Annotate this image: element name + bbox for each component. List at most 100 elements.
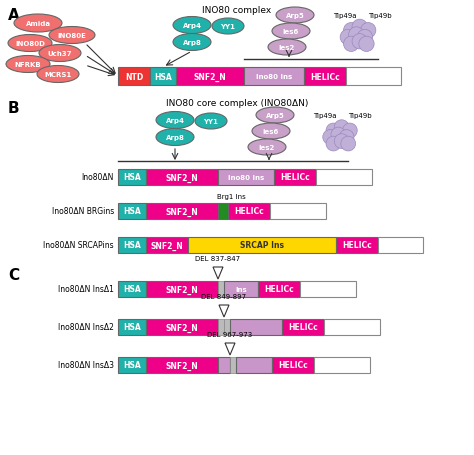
Ellipse shape (272, 24, 310, 40)
Text: YY1: YY1 (203, 119, 219, 125)
Bar (230, 319, 282, 335)
Bar (224, 281, 258, 298)
Ellipse shape (6, 56, 50, 73)
Bar (244, 68, 304, 86)
Circle shape (361, 24, 376, 39)
Polygon shape (219, 305, 229, 317)
Bar (188, 238, 336, 253)
Text: Arp8: Arp8 (182, 40, 201, 46)
Ellipse shape (14, 15, 62, 33)
Text: Ies6: Ies6 (263, 129, 279, 135)
Text: Ino80ΔN BRGins: Ino80ΔN BRGins (52, 207, 114, 216)
Bar (230, 357, 236, 373)
Text: HSA: HSA (123, 361, 141, 369)
Bar (272, 357, 314, 373)
Text: HELICc: HELICc (234, 207, 264, 216)
Text: NFRKB: NFRKB (15, 62, 41, 68)
Bar (218, 281, 224, 298)
Text: HSA: HSA (154, 72, 172, 81)
Text: Ies2: Ies2 (259, 145, 275, 151)
Ellipse shape (276, 8, 314, 24)
Circle shape (342, 124, 357, 138)
Text: Ino80 Ins: Ino80 Ins (256, 74, 292, 80)
Bar (146, 319, 218, 335)
Bar (316, 170, 372, 186)
Text: Tip49b: Tip49b (348, 113, 372, 119)
Bar (282, 319, 324, 335)
Text: Arp4: Arp4 (165, 118, 184, 124)
Bar (274, 170, 316, 186)
Bar (118, 203, 146, 219)
Bar (118, 357, 146, 373)
Bar (146, 357, 218, 373)
Text: Ino80 Ins: Ino80 Ins (228, 175, 264, 181)
Circle shape (352, 20, 367, 35)
Circle shape (340, 30, 356, 46)
Text: Uch37: Uch37 (48, 51, 72, 57)
Text: SNF2_N: SNF2_N (165, 361, 199, 370)
Text: C: C (8, 268, 19, 283)
Text: SNF2_N: SNF2_N (193, 72, 227, 81)
Circle shape (339, 130, 354, 145)
Text: DEL 967-973: DEL 967-973 (207, 331, 253, 337)
Text: INO80 complex: INO80 complex (202, 6, 272, 15)
Ellipse shape (156, 129, 194, 146)
Text: INO80E: INO80E (57, 33, 86, 39)
Text: Ino80ΔN SRCAPins: Ino80ΔN SRCAPins (44, 241, 114, 250)
Text: SNF2_N: SNF2_N (165, 207, 199, 216)
Text: SNF2_N: SNF2_N (165, 173, 199, 182)
Ellipse shape (195, 114, 227, 130)
Bar (146, 238, 188, 253)
Circle shape (344, 37, 359, 52)
Text: Ino80ΔN InsΔ1: Ino80ΔN InsΔ1 (58, 285, 114, 294)
Text: Ino80ΔN InsΔ3: Ino80ΔN InsΔ3 (58, 361, 114, 369)
Text: Brg1 Ins: Brg1 Ins (217, 193, 246, 200)
Text: Tip49b: Tip49b (368, 13, 392, 19)
Text: HELICc: HELICc (280, 173, 310, 182)
Bar (218, 357, 230, 373)
Bar (314, 357, 370, 373)
Bar (236, 357, 272, 373)
Text: SNF2_N: SNF2_N (151, 241, 183, 250)
Ellipse shape (39, 46, 81, 62)
Text: Amida: Amida (26, 21, 51, 27)
Text: HELICc: HELICc (310, 72, 340, 81)
Bar (258, 281, 300, 298)
Polygon shape (213, 268, 223, 279)
Circle shape (349, 28, 364, 43)
Circle shape (359, 37, 374, 52)
Bar (118, 68, 150, 86)
Text: SNF2_N: SNF2_N (165, 285, 199, 294)
Bar (300, 281, 356, 298)
Bar (218, 170, 274, 186)
Ellipse shape (252, 124, 290, 140)
Bar (118, 319, 146, 335)
Circle shape (357, 30, 373, 46)
Bar (378, 238, 423, 253)
Bar (270, 203, 326, 219)
Ellipse shape (173, 17, 211, 35)
Text: Arp5: Arp5 (286, 13, 304, 19)
Text: DEL 837-847: DEL 837-847 (195, 255, 241, 262)
Bar (146, 203, 218, 219)
Circle shape (334, 121, 349, 135)
Text: Ies2: Ies2 (279, 45, 295, 51)
Text: INO80 core complex (INO80ΔN): INO80 core complex (INO80ΔN) (166, 99, 308, 108)
Text: SNF2_N: SNF2_N (165, 323, 199, 332)
Circle shape (334, 134, 349, 149)
Text: B: B (8, 101, 19, 116)
Text: HELICc: HELICc (288, 323, 318, 332)
Text: Arp5: Arp5 (265, 113, 284, 119)
Text: HSA: HSA (123, 207, 141, 216)
Ellipse shape (248, 140, 286, 156)
Ellipse shape (8, 35, 52, 52)
Bar (224, 319, 230, 335)
Text: Arp8: Arp8 (165, 135, 184, 141)
Bar (150, 68, 176, 86)
Bar (346, 68, 401, 86)
Bar (146, 170, 218, 186)
Text: Ino80ΔN: Ino80ΔN (82, 173, 114, 182)
Text: A: A (8, 8, 20, 23)
Circle shape (323, 130, 337, 145)
Bar (118, 170, 146, 186)
